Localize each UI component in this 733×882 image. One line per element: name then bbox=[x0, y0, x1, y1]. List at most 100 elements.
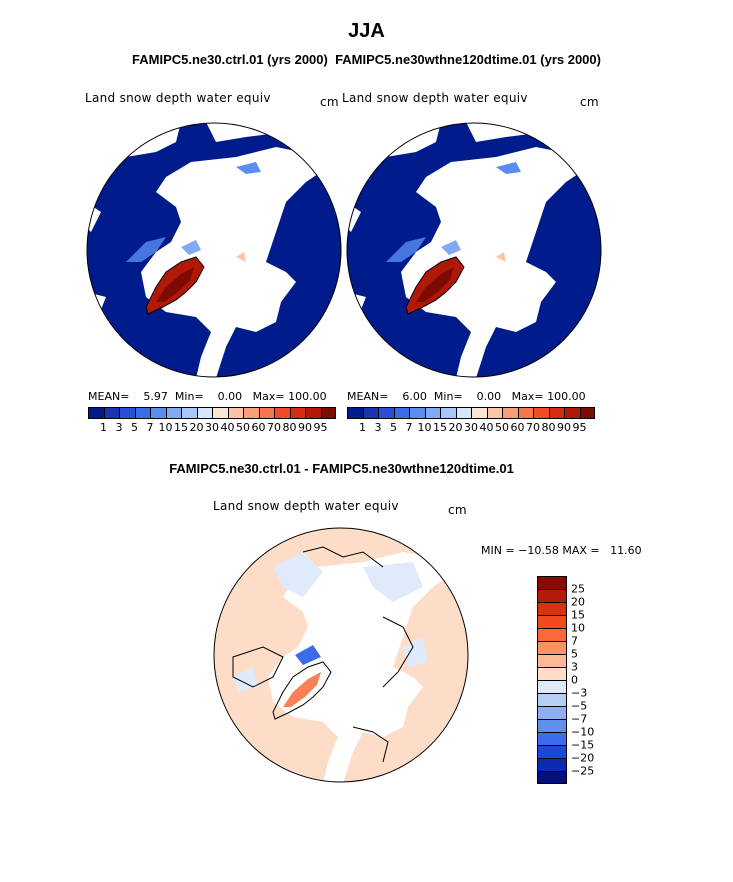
colorbar-tick-label: −25 bbox=[571, 764, 595, 778]
colorbar-swatch bbox=[486, 407, 502, 419]
colorbar-tick-label: 1 bbox=[359, 421, 366, 434]
colorbar-swatch bbox=[537, 602, 567, 615]
colorbar-swatch bbox=[181, 407, 197, 419]
min-value: 0.00 bbox=[217, 390, 243, 403]
colorbar-tick-label: 10 bbox=[158, 421, 173, 434]
colorbar-swatch bbox=[274, 407, 290, 419]
colorbar-swatch bbox=[537, 758, 567, 771]
season-title: JJA bbox=[348, 20, 385, 42]
colorbar-tick-label: 50 bbox=[495, 421, 509, 434]
colorbar-swatch bbox=[548, 407, 564, 419]
colorbar-tick-label: 15 bbox=[433, 421, 447, 434]
colorbar-tick-label: 0 bbox=[571, 673, 578, 687]
colorbar-right-boxes bbox=[347, 407, 597, 419]
colorbar-swatch bbox=[455, 407, 471, 419]
colorbar-swatch bbox=[347, 407, 363, 419]
colorbar-swatch bbox=[537, 641, 567, 654]
colorbar-swatch bbox=[537, 628, 567, 641]
panel-left-units: cm bbox=[320, 95, 339, 109]
max-label: Max= bbox=[252, 390, 285, 403]
colorbar-tick-label: 30 bbox=[205, 421, 219, 434]
diff-minmax: MIN = −10.58 MAX = 11.60 bbox=[481, 544, 642, 557]
colorbar-left-boxes bbox=[88, 407, 338, 419]
panel-left-variable: Land snow depth water equiv bbox=[85, 91, 271, 105]
max-value: 100.00 bbox=[288, 390, 327, 403]
colorbar-tick-label: −20 bbox=[571, 751, 595, 765]
min-label: Min= bbox=[433, 390, 463, 403]
colorbar-tick-label: 20 bbox=[448, 421, 463, 434]
colorbar-tick-label: 25 bbox=[571, 582, 585, 596]
colorbar-tick-label: 10 bbox=[417, 421, 432, 434]
min-label: Min= bbox=[174, 390, 204, 403]
diff-title: FAMIPC5.ne30.ctrl.01 - FAMIPC5.ne30wthne… bbox=[169, 461, 514, 476]
colorbar-tick-label: 3 bbox=[374, 421, 382, 434]
colorbar-swatch bbox=[537, 745, 567, 758]
colorbar-tick-label: −15 bbox=[571, 738, 595, 752]
colorbar-swatch bbox=[537, 576, 567, 589]
diff-variable: Land snow depth water equiv bbox=[213, 499, 399, 513]
panel-right-stats: MEAN= 6.00 Min= 0.00 Max= 100.00 bbox=[347, 390, 586, 403]
colorbar-swatch bbox=[537, 693, 567, 706]
colorbar-swatch bbox=[393, 407, 409, 419]
colorbar-tick-label: 60 bbox=[251, 421, 266, 434]
colorbar-tick-label: −10 bbox=[571, 725, 595, 739]
colorbar-tick-label: 15 bbox=[571, 608, 585, 622]
colorbar-diff: 25 20 15 10 7 5 3 0 −3 −5 −7 −10 −15 −20 −25 bbox=[537, 576, 617, 784]
diff-units: cm bbox=[448, 503, 467, 517]
colorbar-tick-label: 40 bbox=[220, 421, 235, 434]
colorbar-swatch bbox=[378, 407, 394, 419]
mean-label: MEAN= bbox=[347, 390, 389, 403]
colorbar-tick-label: 15 bbox=[174, 421, 188, 434]
colorbar-swatch bbox=[471, 407, 487, 419]
colorbar-right: 1 3 5 7 10 15 20 30 40 50 60 70 80 90 95 bbox=[347, 407, 597, 437]
colorbar-swatch bbox=[537, 706, 567, 719]
colorbar-tick-label: 5 bbox=[571, 647, 578, 661]
colorbar-tick-label: 70 bbox=[267, 421, 281, 434]
panel-right-units: cm bbox=[580, 95, 599, 109]
colorbar-tick-label: 5 bbox=[390, 421, 397, 434]
colorbar-swatch bbox=[196, 407, 212, 419]
colorbar-swatch bbox=[502, 407, 518, 419]
colorbar-tick-label: 90 bbox=[557, 421, 571, 434]
colorbar-tick-label: 50 bbox=[236, 421, 250, 434]
colorbar-swatch bbox=[103, 407, 119, 419]
colorbar-tick-label: 95 bbox=[572, 421, 587, 434]
mean-value: 6.00 bbox=[402, 390, 427, 403]
panel-right-variable: Land snow depth water equiv bbox=[342, 91, 528, 105]
colorbar-swatch bbox=[579, 407, 595, 419]
colorbar-swatch bbox=[134, 407, 150, 419]
colorbar-swatch bbox=[537, 719, 567, 732]
colorbar-swatch bbox=[243, 407, 259, 419]
colorbar-tick-label: 20 bbox=[189, 421, 204, 434]
colorbar-swatch bbox=[362, 407, 378, 419]
colorbar-tick-label: 3 bbox=[115, 421, 123, 434]
top-panels-header: FAMIPC5.ne30.ctrl.01 (yrs 2000) FAMIPC5.… bbox=[132, 52, 601, 67]
colorbar-tick-label: 70 bbox=[526, 421, 540, 434]
colorbar-tick-label: 7 bbox=[571, 634, 578, 648]
colorbar-swatch bbox=[212, 407, 228, 419]
colorbar-swatch bbox=[119, 407, 135, 419]
colorbar-swatch bbox=[517, 407, 533, 419]
colorbar-swatch bbox=[258, 407, 274, 419]
colorbar-right-ticks: 1 3 5 7 10 15 20 30 40 50 60 70 80 90 95 bbox=[347, 419, 597, 434]
colorbar-swatch bbox=[537, 732, 567, 745]
colorbar-tick-label: 80 bbox=[282, 421, 297, 434]
colorbar-tick-label: 90 bbox=[298, 421, 312, 434]
mean-label: MEAN= bbox=[88, 390, 130, 403]
colorbar-swatch bbox=[88, 407, 104, 419]
colorbar-tick-label: −5 bbox=[571, 699, 588, 713]
colorbar-tick-label: 7 bbox=[146, 421, 154, 434]
colorbar-swatch bbox=[424, 407, 440, 419]
min-value: 0.00 bbox=[476, 390, 502, 403]
colorbar-swatch bbox=[150, 407, 166, 419]
colorbar-tick-label: 1 bbox=[100, 421, 107, 434]
colorbar-swatch bbox=[320, 407, 336, 419]
colorbar-swatch bbox=[533, 407, 549, 419]
colorbar-tick-label: 3 bbox=[571, 660, 578, 674]
max-value: 100.00 bbox=[547, 390, 586, 403]
mean-value: 5.97 bbox=[143, 390, 168, 403]
polar-map-diff bbox=[213, 527, 469, 783]
max-label: Max= bbox=[511, 390, 544, 403]
colorbar-swatch bbox=[537, 654, 567, 667]
colorbar-tick-label: 60 bbox=[510, 421, 525, 434]
